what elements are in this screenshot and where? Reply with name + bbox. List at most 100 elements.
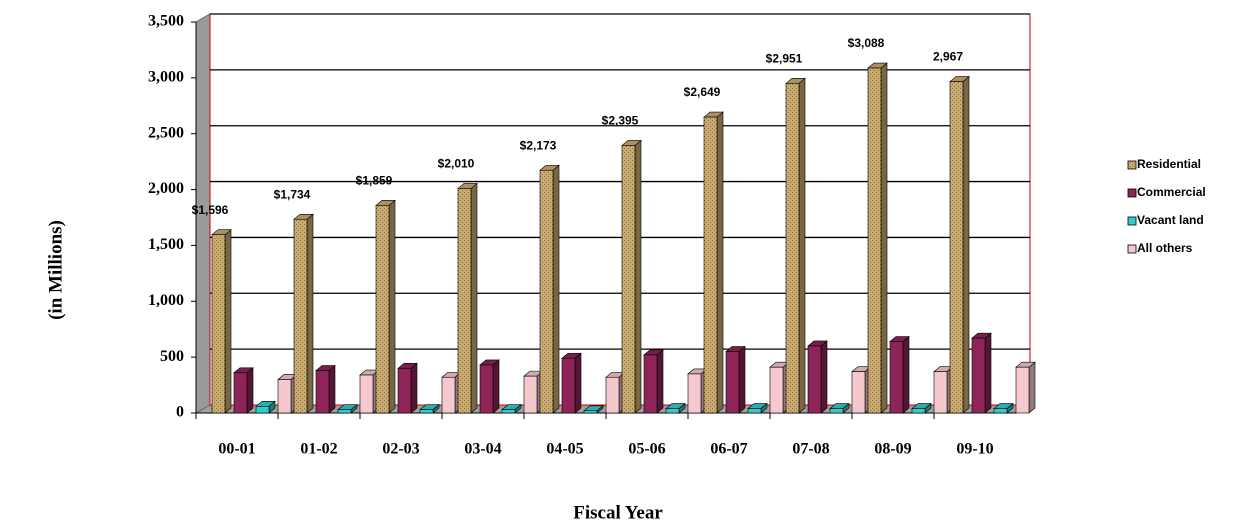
legend-label: Commercial: [1137, 185, 1206, 199]
bar: [807, 345, 822, 414]
bar: [993, 408, 1008, 414]
y-tick-label: 3,000: [148, 69, 184, 86]
x-tick-label: 07-08: [792, 441, 829, 458]
bar: [769, 366, 784, 414]
bar: [375, 205, 390, 414]
bar-side: [880, 62, 888, 414]
x-tick-label: 04-05: [546, 441, 583, 458]
bar: [337, 409, 352, 414]
y-tick-label: 1,500: [148, 236, 184, 253]
bar: [785, 83, 800, 414]
legend-swatch: [1127, 244, 1137, 254]
bar-side: [224, 229, 232, 414]
bar: [501, 409, 516, 414]
bar-side: [798, 77, 806, 414]
bar-side: [962, 75, 970, 414]
x-tick-label: 05-06: [628, 441, 665, 458]
bar: [971, 337, 986, 414]
bar: [397, 368, 412, 414]
x-tick-label: 09-10: [956, 441, 993, 458]
legend-label: All others: [1137, 241, 1193, 255]
bar: [851, 371, 866, 414]
bar-side: [1028, 361, 1036, 414]
legend-label: Vacant land: [1137, 213, 1204, 227]
bar-side: [492, 359, 500, 414]
bar: [539, 169, 554, 414]
data-label: $1,859: [356, 173, 393, 187]
bar-side: [656, 349, 664, 414]
bar: [889, 341, 904, 414]
x-axis-title: Fiscal Year: [573, 502, 663, 523]
x-tick-label: 01-02: [300, 441, 337, 458]
bar: [933, 371, 948, 414]
bar: [949, 81, 964, 414]
bar: [583, 410, 598, 414]
data-label: $1,596: [192, 203, 229, 217]
data-label: $2,010: [438, 157, 475, 171]
y-tick-label: 500: [160, 348, 184, 365]
bar: [255, 405, 270, 414]
data-label: $1,734: [274, 187, 311, 201]
bar: [523, 375, 538, 414]
bar: [829, 408, 844, 414]
data-label: $2,951: [766, 52, 803, 66]
bar: [1015, 366, 1030, 414]
bar: [561, 357, 576, 414]
bar: [621, 145, 636, 414]
data-label: $2,173: [520, 138, 557, 152]
bar-side: [574, 352, 582, 414]
bar-side: [716, 111, 724, 414]
bar: [479, 364, 494, 414]
bar: [747, 408, 762, 414]
data-label: $2,649: [684, 85, 721, 99]
bar-side: [306, 213, 314, 414]
bar: [277, 379, 292, 414]
y-tick-label: 0: [176, 404, 184, 421]
y-tick-label: 3,500: [148, 13, 184, 30]
bar: [867, 67, 882, 414]
x-tick-label: 00-01: [218, 441, 255, 458]
bar-side: [328, 364, 336, 414]
y-tick-label: 2,500: [148, 124, 184, 141]
bar-side: [738, 345, 746, 414]
bar: [457, 188, 472, 414]
legend-label: Residential: [1137, 157, 1201, 171]
x-tick-label: 02-03: [382, 441, 419, 458]
bar: [233, 372, 248, 414]
bar: [419, 409, 434, 414]
bar: [359, 374, 374, 414]
bar: [687, 373, 702, 414]
bar-side: [634, 139, 642, 414]
legend-swatch: [1127, 216, 1137, 226]
y-tick-label: 1,000: [148, 292, 184, 309]
bar: [315, 370, 330, 414]
data-label: $3,088: [848, 36, 885, 50]
bar-side: [984, 332, 992, 414]
bar: [605, 376, 620, 414]
legend-swatch: [1127, 160, 1137, 170]
y-tick-label: 2,000: [148, 180, 184, 197]
bar-side: [246, 367, 254, 414]
bar-side: [410, 362, 418, 414]
bar: [665, 408, 680, 414]
bar: [293, 218, 308, 414]
bar-side: [552, 164, 560, 414]
bar-side: [820, 340, 828, 414]
bar: [441, 376, 456, 414]
x-tick-label: 03-04: [464, 441, 501, 458]
bar: [211, 234, 226, 414]
data-label: 2,967: [933, 50, 963, 64]
x-tick-label: 06-07: [710, 441, 747, 458]
bar: [703, 116, 718, 414]
bar-side: [470, 182, 478, 414]
bar-side: [902, 335, 910, 414]
y-axis-title: (in Millions): [45, 220, 66, 320]
bar-side: [388, 199, 396, 414]
data-label: $2,395: [602, 114, 639, 128]
x-tick-label: 08-09: [874, 441, 911, 458]
bar: [643, 354, 658, 414]
bar: [725, 351, 740, 414]
legend-swatch: [1127, 188, 1137, 198]
bar: [911, 408, 926, 414]
